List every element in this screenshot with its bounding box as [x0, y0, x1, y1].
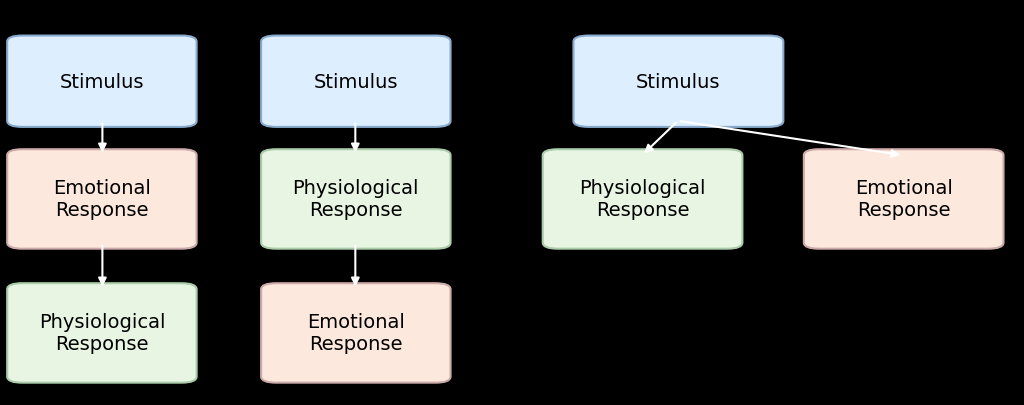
FancyBboxPatch shape — [261, 284, 451, 383]
Text: Physiological
Response: Physiological Response — [293, 179, 419, 220]
Text: Emotional
Response: Emotional Response — [855, 179, 952, 220]
FancyBboxPatch shape — [7, 284, 197, 383]
FancyBboxPatch shape — [543, 150, 742, 249]
Text: Emotional
Response: Emotional Response — [53, 179, 151, 220]
FancyBboxPatch shape — [261, 36, 451, 128]
Text: Stimulus: Stimulus — [636, 72, 721, 92]
FancyBboxPatch shape — [7, 150, 197, 249]
Text: Physiological
Response: Physiological Response — [39, 313, 165, 354]
Text: Stimulus: Stimulus — [313, 72, 398, 92]
FancyBboxPatch shape — [7, 36, 197, 128]
Text: Emotional
Response: Emotional Response — [307, 313, 404, 354]
FancyBboxPatch shape — [261, 150, 451, 249]
FancyBboxPatch shape — [573, 36, 783, 128]
FancyBboxPatch shape — [804, 150, 1004, 249]
Text: Stimulus: Stimulus — [59, 72, 144, 92]
Text: Physiological
Response: Physiological Response — [580, 179, 706, 220]
